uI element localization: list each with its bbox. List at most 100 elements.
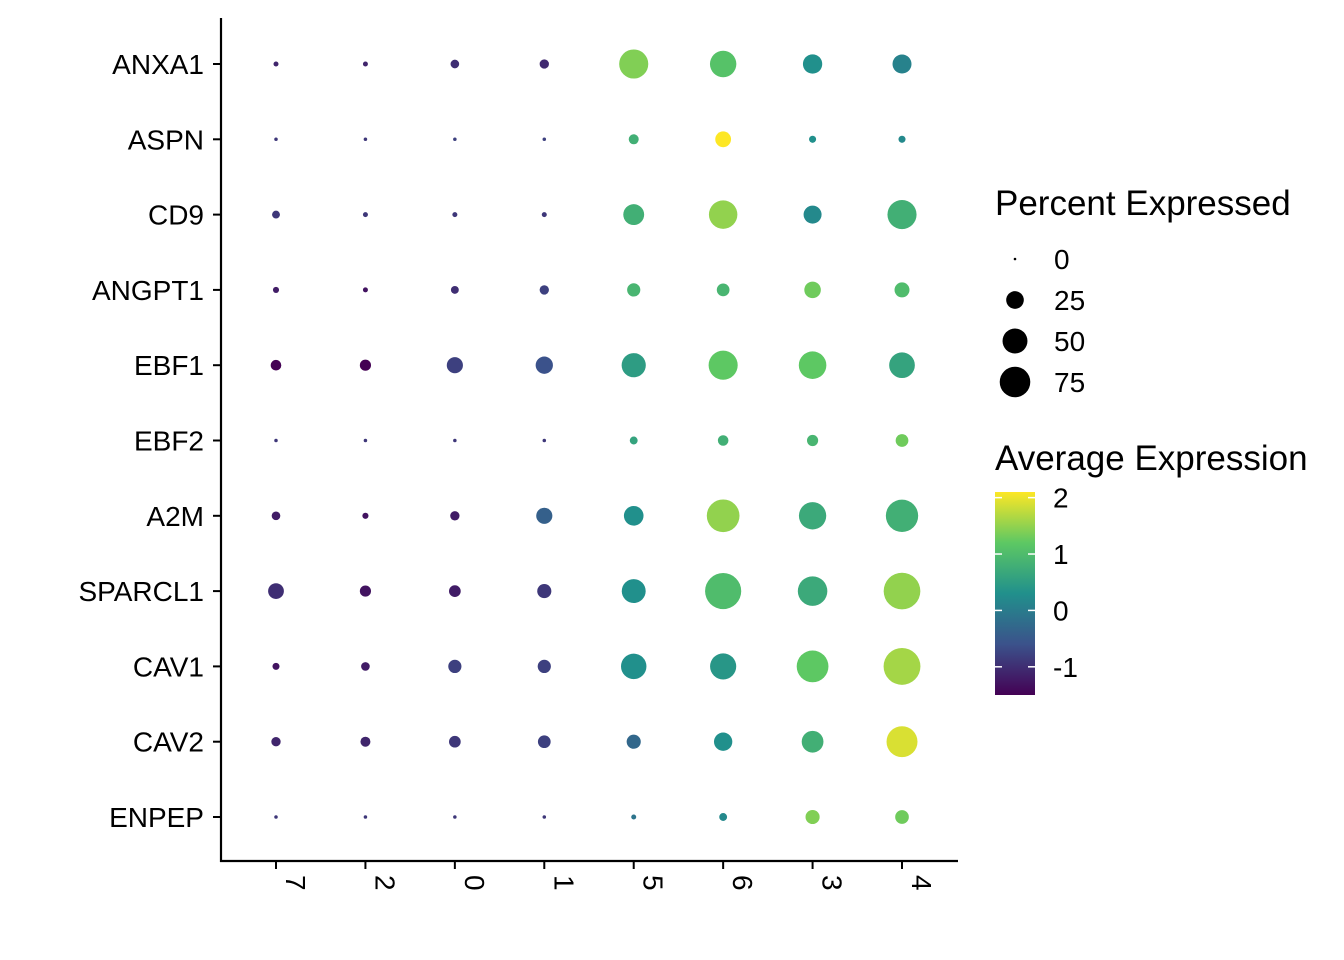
dot-ebf1-cluster-4 [889, 352, 915, 379]
dot-a2m-cluster-1 [536, 507, 553, 524]
dot-ebf2-cluster-5 [629, 436, 638, 445]
y-tick-label: ANGPT1 [92, 275, 204, 306]
dot-sparcl1-cluster-2 [359, 585, 372, 597]
color-legend-title: Average Expression [995, 439, 1308, 478]
dot-ebf1-cluster-5 [621, 353, 646, 378]
x-tick-label: 5 [638, 875, 669, 891]
dot-cav1-cluster-1 [537, 659, 551, 674]
dot-cav1-cluster-5 [621, 653, 647, 680]
dot-enpep-cluster-4 [895, 810, 909, 824]
dot-cav2-cluster-2 [360, 736, 371, 747]
dot-cav2-cluster-5 [626, 734, 641, 749]
dot-ebf1-cluster-7 [270, 359, 282, 371]
size-legend-key [1006, 291, 1024, 309]
color-legend-label: 0 [1053, 595, 1069, 626]
dot-enpep-cluster-7 [274, 815, 278, 819]
size-legend-key [1013, 257, 1017, 261]
dot-a2m-cluster-2 [362, 512, 369, 519]
y-tick-label: CD9 [148, 200, 204, 231]
x-tick-label: 0 [459, 875, 490, 891]
size-legend-label: 50 [1054, 326, 1085, 357]
dot-enpep-cluster-0 [453, 815, 457, 819]
dot-cav1-cluster-7 [272, 662, 280, 670]
dot-a2m-cluster-4 [885, 499, 919, 532]
dot-cav2-cluster-1 [537, 735, 551, 749]
dot-ebf2-cluster-4 [895, 434, 909, 447]
dot-anxa1-cluster-5 [619, 49, 649, 79]
x-tick-label: 1 [548, 875, 579, 891]
dot-a2m-cluster-5 [623, 505, 644, 526]
dot-ebf2-cluster-2 [363, 438, 368, 443]
size-legend-label: 75 [1054, 367, 1085, 398]
color-legend-label: -1 [1053, 652, 1078, 683]
dot-cav2-cluster-3 [801, 730, 824, 753]
dot-cd9-cluster-1 [541, 212, 547, 218]
x-axis-ticks: 7 2 0 1 5 6 3 4 [275, 861, 937, 891]
dot-anxa1-cluster-6 [709, 50, 737, 78]
dot-enpep-cluster-5 [631, 814, 637, 820]
color-legend-label: 2 [1053, 483, 1069, 514]
y-tick-label: CAV2 [133, 727, 204, 758]
dot-cav2-cluster-4 [886, 726, 918, 758]
dot-aspn-cluster-5 [628, 134, 639, 145]
dot-enpep-cluster-3 [805, 809, 820, 825]
dot-angpt1-cluster-2 [362, 287, 368, 293]
dot-sparcl1-cluster-4 [883, 572, 921, 610]
dot-ebf1-cluster-3 [798, 351, 827, 379]
dot-ebf1-cluster-1 [535, 356, 553, 374]
dot-angpt1-cluster-1 [539, 285, 549, 295]
dot-a2m-cluster-7 [271, 511, 281, 521]
color-legend-label: 1 [1053, 539, 1069, 570]
dot-cd9-cluster-4 [887, 200, 917, 230]
x-tick-label: 7 [280, 875, 311, 891]
size-legend-items: 0 25 50 75 [999, 244, 1085, 398]
y-tick-label: ENPEP [109, 802, 204, 833]
dot-enpep-cluster-2 [363, 815, 368, 819]
dot-ebf1-cluster-2 [359, 359, 372, 371]
dot-aspn-cluster-4 [898, 135, 906, 143]
dot-cav1-cluster-6 [710, 653, 737, 680]
dot-sparcl1-cluster-5 [621, 579, 646, 604]
dot-angpt1-cluster-7 [272, 286, 280, 293]
dot-cd9-cluster-3 [803, 205, 822, 224]
dot-enpep-cluster-1 [542, 815, 547, 819]
dot-cav1-cluster-0 [448, 659, 462, 674]
dot-anxa1-cluster-1 [539, 59, 549, 69]
dot-aspn-cluster-0 [453, 137, 457, 142]
dot-aspn-cluster-6 [715, 131, 732, 148]
dot-angpt1-cluster-6 [716, 283, 730, 297]
dot-cd9-cluster-7 [272, 210, 280, 219]
dot-a2m-cluster-0 [450, 511, 460, 521]
y-tick-label: EBF1 [134, 350, 204, 381]
dot-ebf2-cluster-0 [453, 438, 457, 443]
dot-anxa1-cluster-7 [273, 61, 279, 67]
dot-ebf2-cluster-6 [717, 435, 729, 446]
dot-ebf2-cluster-7 [274, 438, 278, 443]
dot-aspn-cluster-3 [809, 135, 817, 143]
color-legend: Average Expression 2 1 0 -1 [995, 439, 1308, 695]
size-legend-key [999, 366, 1031, 398]
x-tick-label: 4 [906, 875, 937, 891]
size-legend: Percent Expressed 0 25 50 75 [995, 184, 1291, 398]
x-tick-label: 3 [817, 875, 848, 891]
dot-a2m-cluster-3 [798, 502, 827, 530]
dot-cav1-cluster-4 [883, 647, 921, 685]
x-tick-label: 6 [727, 875, 758, 891]
y-tick-label: A2M [146, 501, 204, 532]
y-axis-ticks: ANXA1 ASPN CD9 ANGPT1 EBF1 EBF2 A2M SPARCL1 CAV1… [78, 49, 221, 833]
dot-ebf2-cluster-3 [807, 434, 819, 447]
y-tick-label: EBF2 [134, 426, 204, 457]
dot-anxa1-cluster-0 [450, 59, 460, 69]
dot-anxa1-cluster-2 [362, 61, 368, 67]
dot-enpep-cluster-6 [719, 813, 728, 821]
dot-ebf2-cluster-1 [542, 438, 547, 443]
dot-angpt1-cluster-5 [627, 283, 641, 297]
dot-cd9-cluster-5 [623, 204, 645, 226]
dot-sparcl1-cluster-3 [797, 576, 828, 606]
size-legend-label: 0 [1054, 244, 1070, 275]
y-tick-label: ANXA1 [112, 49, 204, 80]
dot-cd9-cluster-0 [452, 212, 458, 218]
dot-anxa1-cluster-3 [802, 54, 823, 74]
dot-cav1-cluster-2 [361, 662, 370, 671]
